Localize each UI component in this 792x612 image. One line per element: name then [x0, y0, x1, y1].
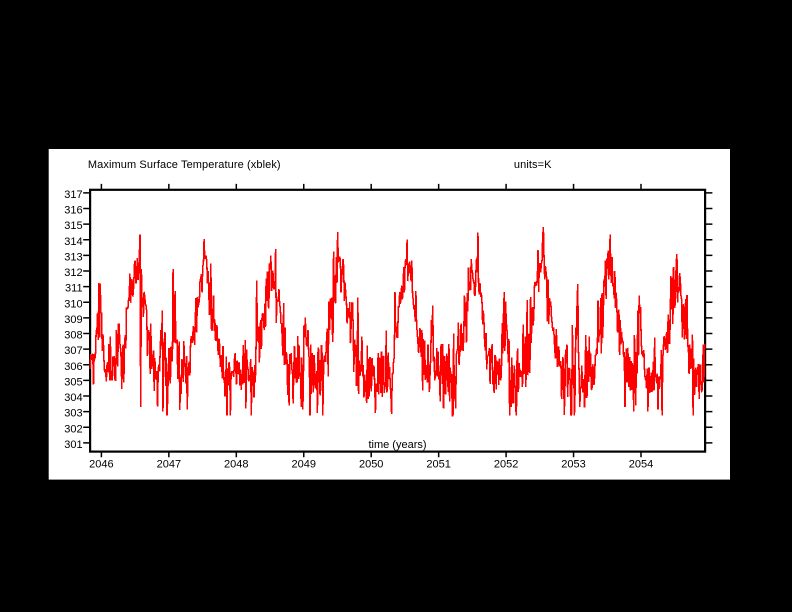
- svg-text:313: 313: [64, 251, 82, 263]
- svg-text:2048: 2048: [224, 459, 248, 471]
- svg-text:2049: 2049: [292, 459, 316, 471]
- svg-text:315: 315: [64, 220, 82, 232]
- svg-text:2046: 2046: [89, 459, 113, 471]
- svg-text:305: 305: [64, 376, 82, 388]
- svg-text:2054: 2054: [629, 459, 653, 471]
- svg-text:309: 309: [64, 314, 82, 326]
- svg-text:301: 301: [64, 439, 82, 451]
- svg-text:units=K: units=K: [514, 159, 552, 171]
- svg-text:312: 312: [64, 267, 82, 279]
- svg-text:2050: 2050: [359, 459, 383, 471]
- svg-text:304: 304: [64, 392, 82, 404]
- svg-text:307: 307: [64, 345, 82, 357]
- svg-text:302: 302: [64, 423, 82, 435]
- svg-text:Maximum Surface Temperature (x: Maximum Surface Temperature (xblek): [88, 159, 281, 171]
- svg-text:2052: 2052: [494, 459, 518, 471]
- svg-text:316: 316: [64, 205, 82, 217]
- svg-text:310: 310: [64, 298, 82, 310]
- svg-text:303: 303: [64, 408, 82, 420]
- svg-text:311: 311: [65, 283, 83, 295]
- svg-text:306: 306: [64, 361, 82, 373]
- svg-text:314: 314: [64, 236, 82, 248]
- svg-text:2053: 2053: [561, 459, 585, 471]
- svg-text:2051: 2051: [426, 459, 450, 471]
- svg-text:2047: 2047: [157, 459, 181, 471]
- svg-text:317: 317: [64, 189, 82, 201]
- svg-text:308: 308: [64, 330, 82, 342]
- svg-text:time (years): time (years): [368, 439, 426, 451]
